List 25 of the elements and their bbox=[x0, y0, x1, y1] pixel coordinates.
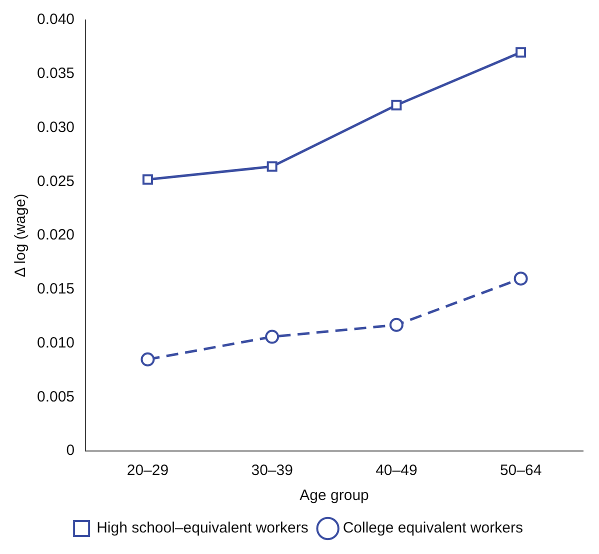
point bbox=[389, 318, 404, 332]
legend-label: College equivalent workers bbox=[342, 520, 523, 537]
point bbox=[514, 272, 528, 286]
y-tick-label: 0.025 bbox=[36, 172, 75, 190]
x-tick-label: 30–39 bbox=[251, 462, 293, 480]
x-tick-label: 40–49 bbox=[376, 462, 418, 480]
point bbox=[140, 352, 155, 366]
y-tick-label: 0.005 bbox=[36, 388, 75, 406]
y-tick-label: 0.010 bbox=[36, 334, 75, 352]
x-tick-label: 20–29 bbox=[126, 462, 169, 480]
y-tick-label: 0.030 bbox=[36, 118, 75, 136]
point bbox=[266, 161, 278, 172]
legend-label: High school–equivalent workers bbox=[96, 520, 308, 537]
y-tick-label: 0 bbox=[66, 442, 75, 460]
x-axis-title: Age group bbox=[300, 487, 369, 504]
point bbox=[265, 330, 280, 344]
y-tick-label: 0.020 bbox=[36, 226, 75, 244]
y-axis-title: Δ log (wage) bbox=[12, 194, 30, 278]
y-tick-label: 0.035 bbox=[36, 65, 75, 82]
y-tick-label: 0.015 bbox=[36, 280, 75, 298]
x-tick-label: 50–64 bbox=[500, 462, 542, 480]
y-tick-label: 0.040 bbox=[36, 11, 75, 28]
point bbox=[142, 174, 153, 185]
point bbox=[516, 47, 526, 58]
point bbox=[391, 100, 402, 110]
